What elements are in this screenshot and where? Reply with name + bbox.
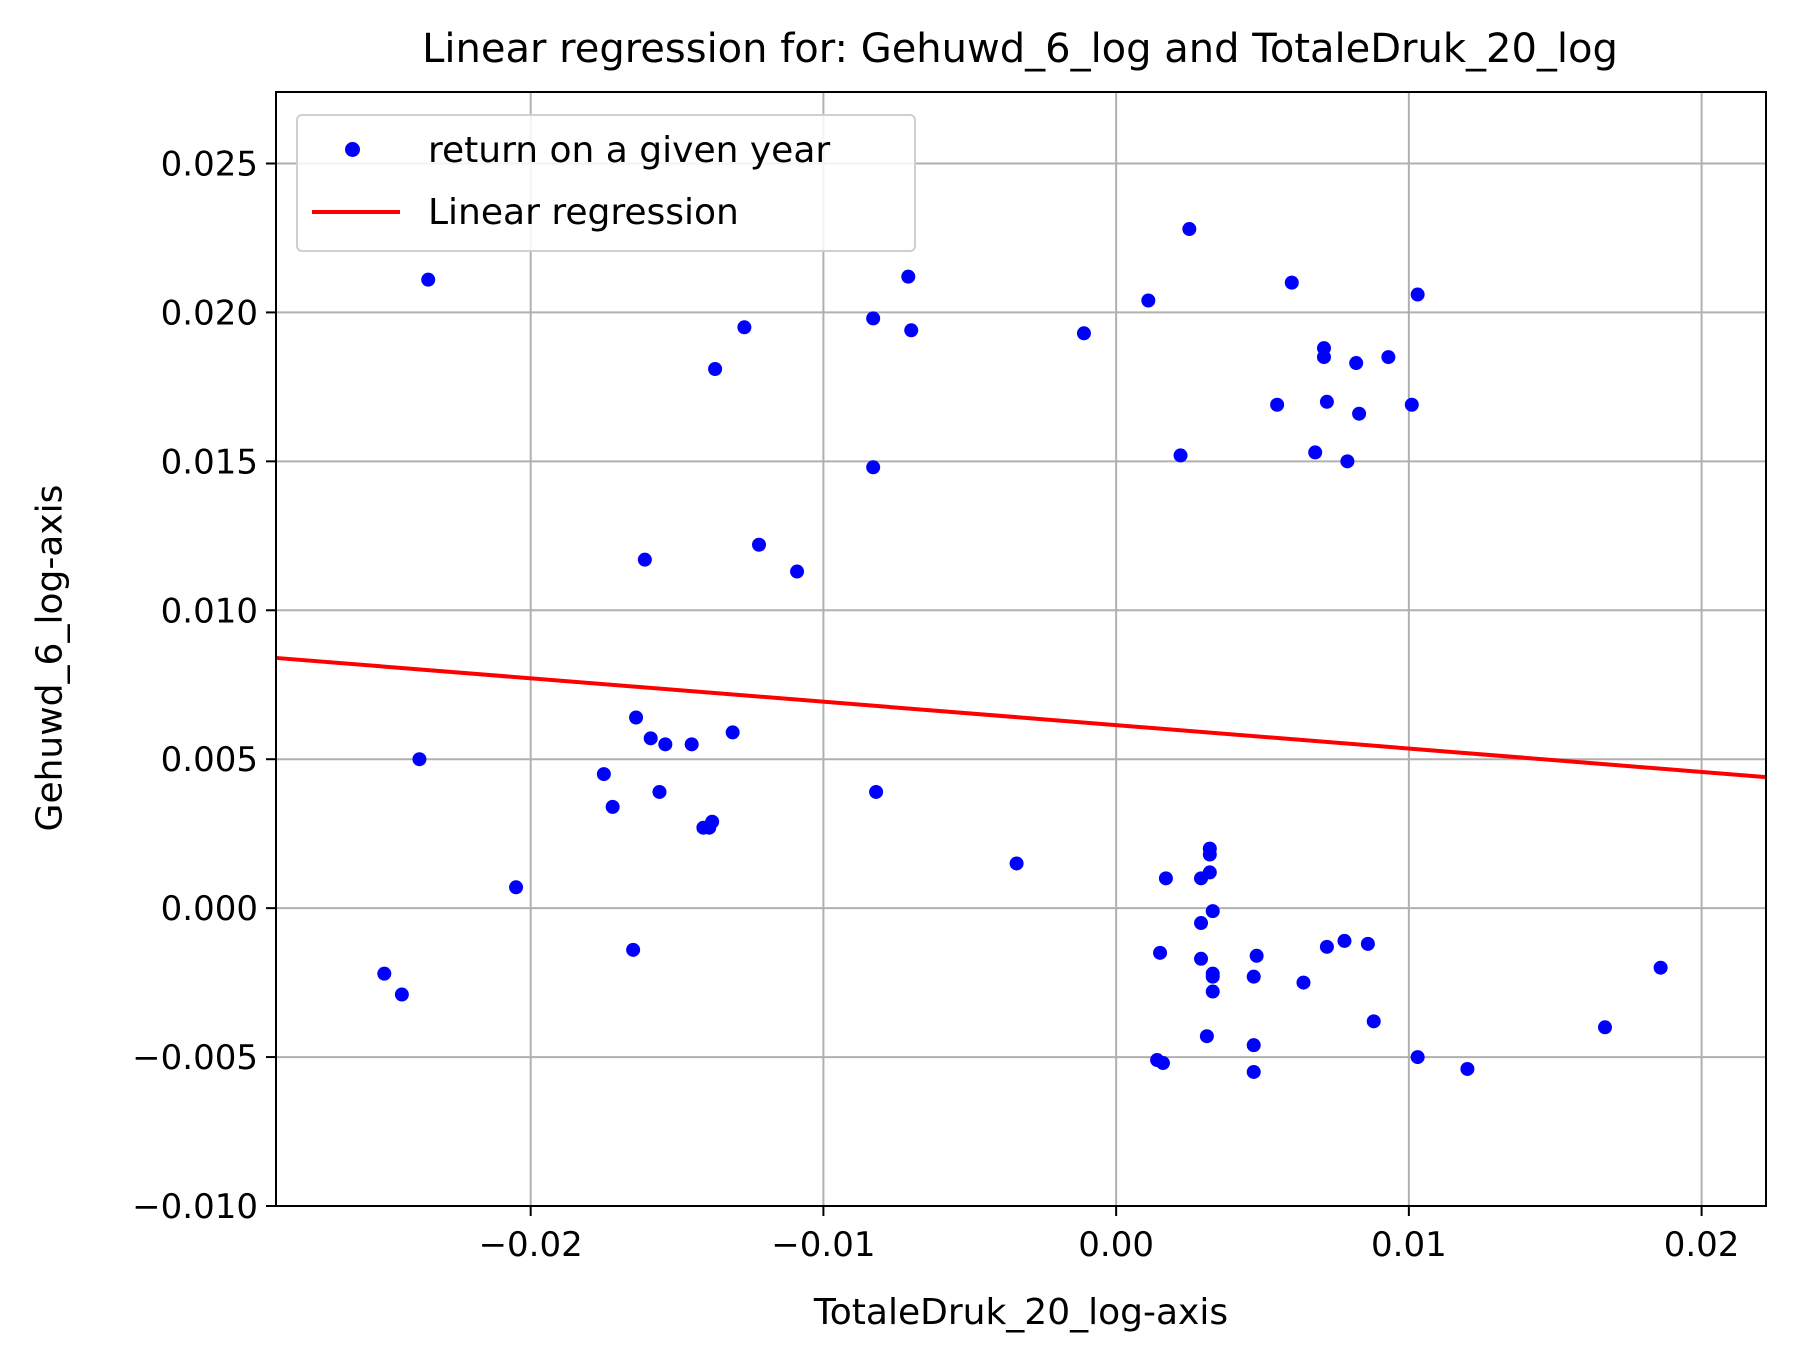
data-point xyxy=(629,710,644,725)
data-point xyxy=(1158,871,1173,886)
data-point xyxy=(1653,960,1668,975)
y-tick-label: 0.020 xyxy=(161,293,258,333)
plot-frame xyxy=(275,91,1767,1207)
data-point xyxy=(377,966,392,981)
data-point xyxy=(725,725,740,740)
data-point xyxy=(412,752,427,767)
data-point xyxy=(1076,326,1091,341)
regression-line-layer xyxy=(275,655,1767,780)
data-point xyxy=(1597,1020,1612,1035)
data-point xyxy=(1249,948,1264,963)
legend: return on a given year Linear regression xyxy=(296,114,916,252)
data-point xyxy=(1381,350,1396,365)
data-point xyxy=(901,269,916,284)
data-point xyxy=(1316,350,1331,365)
data-point xyxy=(866,311,881,326)
data-point xyxy=(869,784,884,799)
data-point xyxy=(1296,975,1311,990)
y-tick-label: 0.015 xyxy=(161,442,258,482)
data-point xyxy=(509,880,524,895)
data-point xyxy=(1284,275,1299,290)
legend-marker-line xyxy=(298,192,404,232)
data-point xyxy=(652,784,667,799)
chart-title: Linear regression for: Gehuwd_6_log and … xyxy=(422,26,1618,72)
x-axis-ticks: −0.02 −0.01 0.00 0.01 0.02 xyxy=(479,1206,1740,1265)
data-point xyxy=(1352,406,1367,421)
y-tick-label: −0.005 xyxy=(132,1038,258,1078)
data-point xyxy=(1319,939,1334,954)
data-point xyxy=(1205,984,1220,999)
data-point xyxy=(596,767,611,782)
legend-label-scatter: return on a given year xyxy=(428,129,831,171)
data-point xyxy=(705,814,720,829)
data-point xyxy=(1202,847,1217,862)
x-tick-label: 0.01 xyxy=(1371,1225,1447,1265)
data-point xyxy=(684,737,699,752)
y-tick-label: 0.025 xyxy=(161,144,258,184)
legend-label-regression: Linear regression xyxy=(428,191,739,233)
data-point xyxy=(708,362,723,377)
data-point xyxy=(1173,448,1188,463)
y-axis-label: Gehuwd_6_log-axis xyxy=(29,484,71,832)
x-tick-label: −0.02 xyxy=(479,1225,583,1265)
data-point xyxy=(1246,969,1261,984)
x-axis-label: TotaleDruk_20_log-axis xyxy=(813,1292,1229,1333)
data-point xyxy=(1182,222,1197,237)
data-point xyxy=(643,731,658,746)
data-point xyxy=(1340,454,1355,469)
data-point xyxy=(1410,287,1425,302)
data-point xyxy=(1205,969,1220,984)
data-point xyxy=(637,552,652,567)
y-tick-label: −0.010 xyxy=(132,1187,258,1227)
x-tick-label: 0.02 xyxy=(1664,1225,1740,1265)
data-point xyxy=(1460,1061,1475,1076)
data-point xyxy=(1194,916,1209,931)
data-point xyxy=(866,460,881,475)
data-point xyxy=(1205,904,1220,919)
data-point xyxy=(737,320,752,335)
y-axis-ticks: −0.010 −0.005 0.000 0.005 0.010 0.015 0.020 0.0… xyxy=(132,144,276,1227)
data-point xyxy=(1199,1029,1214,1044)
legend-entry-regression: Linear regression xyxy=(298,182,739,242)
y-tick-label: 0.010 xyxy=(161,591,258,631)
y-tick-label: 0.005 xyxy=(161,740,258,780)
data-point xyxy=(1270,397,1285,412)
regression-line xyxy=(275,655,1767,780)
data-point xyxy=(790,564,805,579)
data-point xyxy=(605,799,620,814)
data-point xyxy=(1410,1050,1425,1065)
data-point xyxy=(1155,1056,1170,1071)
data-point xyxy=(1308,445,1323,460)
data-point xyxy=(1337,933,1352,948)
scatter-points xyxy=(377,222,1668,1079)
data-point xyxy=(1404,397,1419,412)
data-point xyxy=(1319,394,1334,409)
data-point xyxy=(1153,945,1168,960)
legend-marker-dot xyxy=(298,130,404,170)
data-point xyxy=(1246,1064,1261,1079)
data-point xyxy=(421,272,436,287)
data-point xyxy=(626,942,641,957)
data-point xyxy=(752,537,767,552)
y-tick-label: 0.000 xyxy=(161,889,258,929)
data-point xyxy=(1246,1038,1261,1053)
data-point xyxy=(1202,865,1217,880)
x-tick-label: −0.01 xyxy=(771,1225,875,1265)
data-point xyxy=(1366,1014,1381,1029)
data-point xyxy=(1349,356,1364,371)
data-point xyxy=(1009,856,1024,871)
legend-entry-scatter: return on a given year xyxy=(298,120,830,180)
grid-lines xyxy=(276,92,1766,1207)
data-point xyxy=(658,737,673,752)
data-point xyxy=(394,987,409,1002)
x-tick-label: 0.00 xyxy=(1078,1225,1154,1265)
data-point xyxy=(904,323,919,338)
data-point xyxy=(1141,293,1156,308)
data-point xyxy=(1360,936,1375,951)
data-point xyxy=(1194,951,1209,966)
